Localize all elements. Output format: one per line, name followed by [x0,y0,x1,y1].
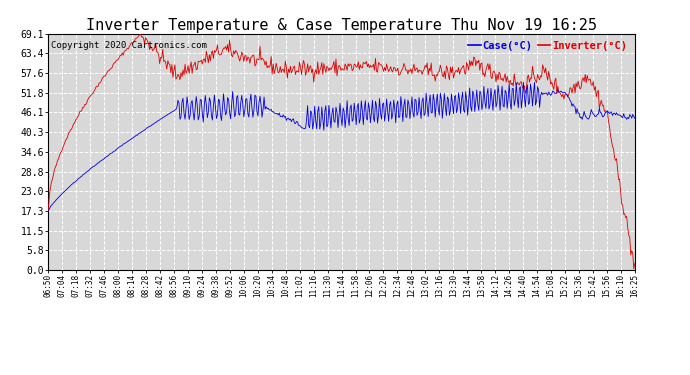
Text: Copyright 2020 Cartronics.com: Copyright 2020 Cartronics.com [51,41,207,50]
Title: Inverter Temperature & Case Temperature Thu Nov 19 16:25: Inverter Temperature & Case Temperature … [86,18,597,33]
Legend: Case(°C), Inverter(°C): Case(°C), Inverter(°C) [466,39,629,53]
